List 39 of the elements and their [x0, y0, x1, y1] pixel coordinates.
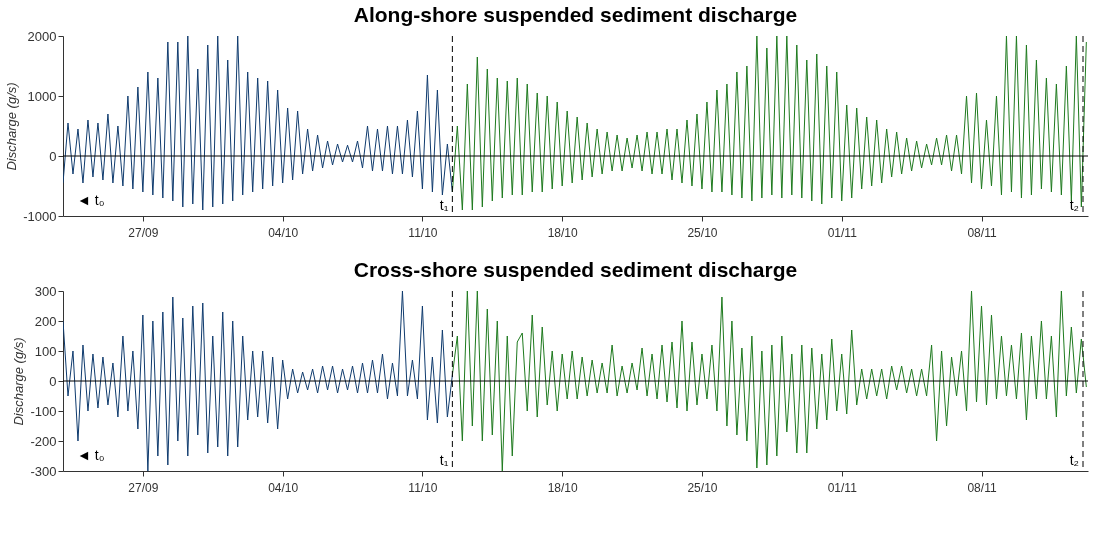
chart-title: Along-shore suspended sediment discharge: [353, 3, 798, 26]
y-tick-label: 100: [34, 343, 57, 359]
x-tick-label: 25/10: [687, 225, 718, 240]
y-axis-title: Discharge (g/s): [4, 82, 20, 171]
line-series: [63, 36, 453, 211]
y-axis-title: Discharge (g/s): [11, 337, 27, 426]
y-tick-label: -100: [30, 403, 57, 419]
y-tick-label: 1000: [27, 88, 57, 104]
chart-title: Cross-shore suspended sediment discharge: [353, 258, 798, 281]
x-tick-label: 01/11: [827, 225, 858, 240]
x-tick-label: 25/10: [687, 480, 718, 495]
ref-line-label: t₁: [439, 197, 449, 213]
ref-line-label: t₂: [1069, 197, 1080, 213]
y-tick-label: -200: [30, 433, 57, 449]
y-tick-label: -1000: [23, 208, 57, 224]
x-tick-label: 11/10: [408, 225, 438, 240]
x-tick-label: 27/09: [128, 480, 159, 495]
annotation: ◄ t₀: [77, 192, 105, 208]
y-tick-label: 300: [34, 283, 57, 299]
ref-line-label: t₂: [1069, 452, 1080, 468]
line-series: [451, 36, 1087, 211]
y-tick-label: 0: [49, 148, 57, 164]
line-series: [451, 291, 1087, 471]
line-series: [63, 291, 453, 471]
y-tick-label: 2000: [27, 28, 57, 44]
ref-line-label: t₁: [439, 452, 449, 468]
x-tick-label: 18/10: [547, 480, 579, 495]
y-tick-label: 0: [49, 373, 57, 389]
annotation: ◄ t₀: [77, 447, 105, 463]
x-tick-label: 11/10: [408, 480, 438, 495]
x-tick-label: 08/11: [967, 225, 997, 240]
x-tick-label: 01/11: [827, 480, 858, 495]
x-tick-label: 04/10: [268, 225, 299, 240]
y-tick-label: 200: [34, 313, 57, 329]
x-tick-label: 08/11: [967, 480, 997, 495]
x-tick-label: 04/10: [268, 480, 299, 495]
x-tick-label: 27/09: [128, 225, 159, 240]
x-tick-label: 18/10: [547, 225, 579, 240]
y-tick-label: -300: [30, 463, 57, 479]
